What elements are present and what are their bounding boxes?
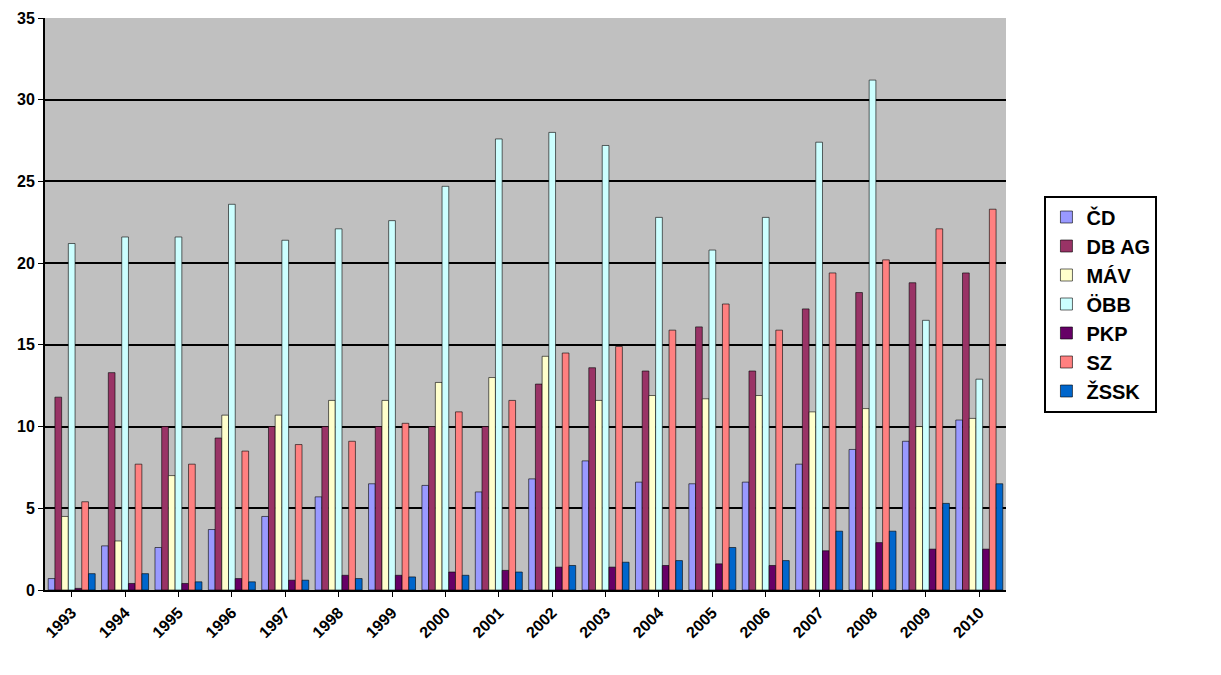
svg-text:ČD: ČD: [1086, 206, 1115, 229]
svg-text:1995: 1995: [149, 604, 186, 641]
svg-text:20: 20: [17, 255, 35, 272]
svg-text:2002: 2002: [523, 604, 560, 641]
svg-text:1998: 1998: [309, 604, 346, 641]
svg-text:15: 15: [17, 336, 35, 353]
svg-text:1993: 1993: [42, 604, 79, 641]
svg-text:35: 35: [17, 10, 35, 27]
svg-text:2008: 2008: [843, 604, 880, 641]
svg-text:10: 10: [17, 418, 35, 435]
svg-text:ŽSSK: ŽSSK: [1086, 380, 1140, 403]
svg-text:2003: 2003: [576, 604, 613, 641]
svg-text:2006: 2006: [736, 604, 773, 641]
svg-text:1997: 1997: [256, 604, 293, 641]
svg-text:DB AG: DB AG: [1086, 236, 1150, 258]
svg-text:25: 25: [17, 173, 35, 190]
svg-text:1996: 1996: [202, 604, 239, 641]
svg-text:MÁV: MÁV: [1086, 265, 1131, 287]
svg-text:2004: 2004: [630, 604, 667, 641]
svg-text:2010: 2010: [950, 604, 987, 641]
svg-text:2005: 2005: [683, 604, 720, 641]
svg-text:1994: 1994: [96, 604, 133, 641]
svg-text:0: 0: [26, 582, 35, 599]
svg-text:PKP: PKP: [1086, 323, 1127, 345]
svg-text:2009: 2009: [897, 604, 934, 641]
svg-text:2000: 2000: [416, 604, 453, 641]
svg-text:1999: 1999: [363, 604, 400, 641]
svg-text:2001: 2001: [469, 604, 506, 641]
svg-text:2007: 2007: [790, 604, 827, 641]
svg-text:SZ: SZ: [1086, 352, 1112, 374]
svg-text:ÖBB: ÖBB: [1086, 294, 1130, 316]
svg-text:5: 5: [26, 500, 35, 517]
svg-text:30: 30: [17, 91, 35, 108]
